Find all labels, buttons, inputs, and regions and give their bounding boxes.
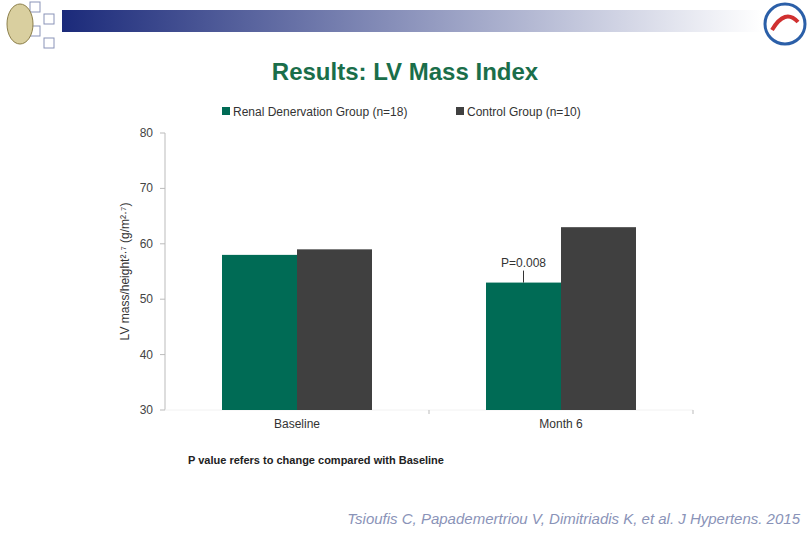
y-tick-label: 60 <box>140 237 154 251</box>
bar <box>486 283 561 410</box>
y-tick <box>160 299 165 300</box>
slide: Results: LV Mass Index Renal Denervation … <box>0 0 810 540</box>
legend-swatch <box>456 107 464 115</box>
legend-label: Renal Denervation Group (n=18) <box>233 105 407 119</box>
note: P value refers to change compared with B… <box>188 454 444 466</box>
y-tick <box>160 410 165 411</box>
logo-left <box>7 4 33 44</box>
y-tick <box>160 354 165 355</box>
x-tick <box>693 410 694 414</box>
y-tick-label: 70 <box>140 181 154 195</box>
x-tick-label: Month 6 <box>539 417 583 431</box>
y-tick-label: 80 <box>140 126 154 140</box>
y-tick <box>160 243 165 244</box>
y-tick-label: 40 <box>140 348 154 362</box>
logo-right-mark <box>772 17 798 30</box>
legend-swatch <box>222 107 230 115</box>
legend-label: Control Group (n=10) <box>467 105 581 119</box>
y-axis <box>165 133 166 410</box>
x-tick <box>429 410 430 414</box>
bars <box>222 227 636 410</box>
annotation-line <box>523 271 524 283</box>
logo-right <box>765 4 805 44</box>
bar <box>561 227 636 410</box>
annotation: P=0.008 <box>501 256 546 270</box>
header-bar <box>62 10 762 32</box>
bar <box>297 249 372 410</box>
y-tick-label: 50 <box>140 292 154 306</box>
bar <box>222 255 297 410</box>
header-square <box>30 2 40 12</box>
x-tick-label: Baseline <box>274 417 320 431</box>
source: Tsioufis C, Papademertriou V, Dimitriadi… <box>347 510 800 527</box>
y-tick <box>160 188 165 189</box>
y-tick <box>160 133 165 134</box>
y-tick-label: 30 <box>140 403 154 417</box>
header-square <box>44 38 54 48</box>
y-axis-label: LV mass/height²·⁷ (g/m²·⁷) <box>118 203 132 341</box>
header-square <box>44 14 54 24</box>
title: Results: LV Mass Index <box>272 58 539 85</box>
